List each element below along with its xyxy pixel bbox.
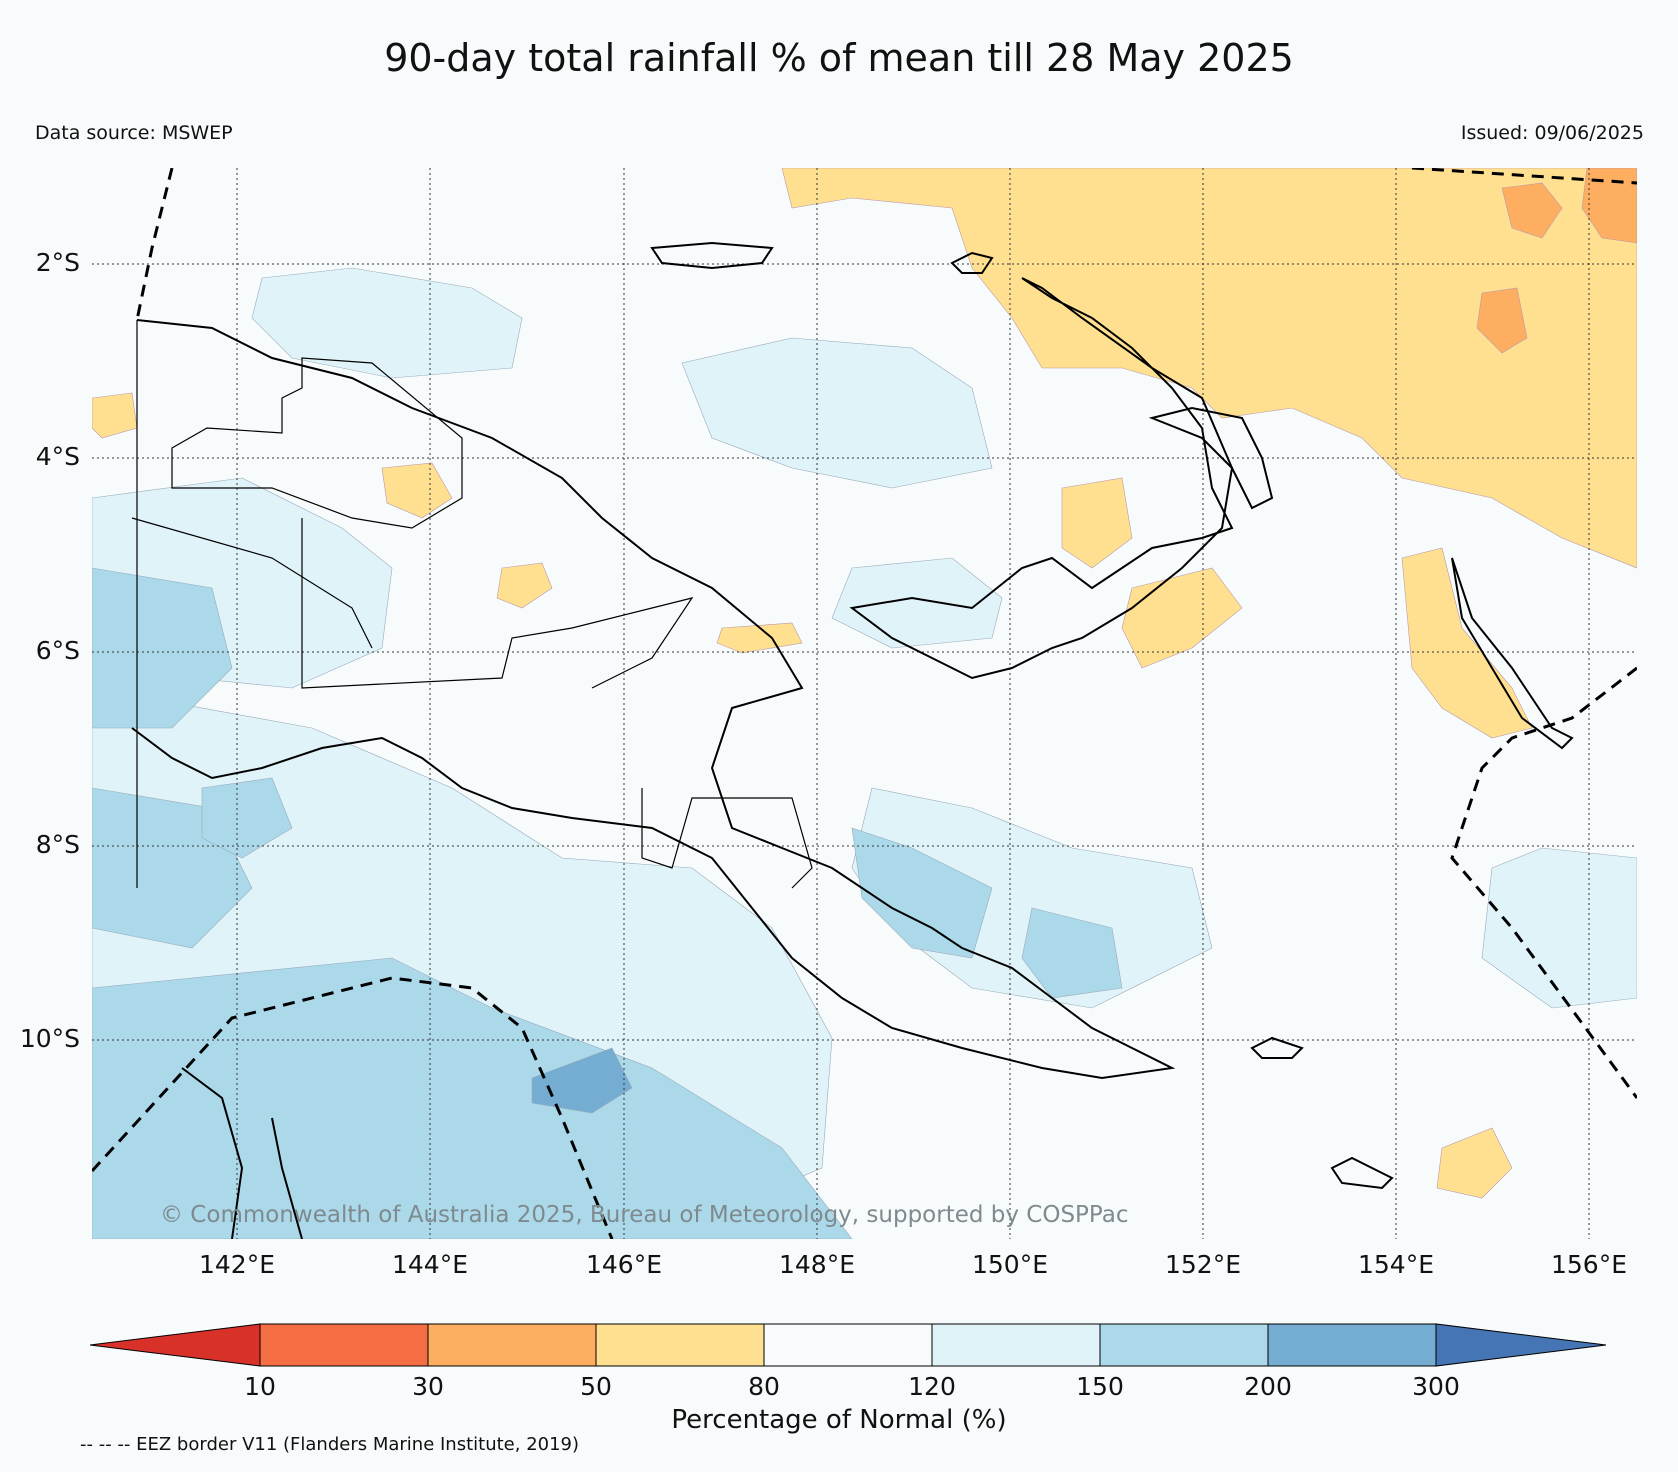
lat-label-2s: 2°S [35,248,80,277]
colorbar-tick-30: 30 [412,1372,444,1401]
lat-label-4s: 4°S [35,442,80,471]
lon-label-146e: 146°E [585,1250,662,1279]
colorbar-tick-120: 120 [908,1372,956,1401]
lon-label-144e: 144°E [391,1250,468,1279]
rainfall-map [92,168,1637,1239]
issued-date: Issued: 09/06/2025 [1460,122,1644,144]
colorbar-segment-above-300 [1435,1323,1607,1367]
colorbar-title: Percentage of Normal (%) [671,1405,1007,1435]
colorbar-segment-30-50 [427,1323,597,1367]
lat-label-10s: 10°S [19,1024,80,1053]
eez-borders [92,168,1637,1239]
colorbar-segment-10-30 [259,1323,429,1367]
colorbar-segment-150-200 [1099,1323,1269,1367]
lon-label-152e: 152°E [1164,1250,1241,1279]
province-borders [131,320,813,889]
eez-legend-note: -- -- -- EEZ border V11 (Flanders Marine… [80,1434,580,1455]
coastlines [131,241,1574,1239]
colorbar-segment-50-80 [595,1323,765,1367]
lon-label-154e: 154°E [1357,1250,1434,1279]
lat-label-8s: 8°S [35,830,80,859]
lon-label-142e: 142°E [198,1250,275,1279]
lon-label-148e: 148°E [778,1250,855,1279]
lon-label-150e: 150°E [971,1250,1048,1279]
colorbar-segment-80-120 [763,1323,933,1367]
lon-label-156e: 156°E [1550,1250,1627,1279]
graticule [92,168,1637,1239]
dry-region-layer [92,168,1637,1199]
map-title: 90-day total rainfall % of mean till 28 … [384,36,1294,80]
copyright-notice: © Commonwealth of Australia 2025, Bureau… [160,1202,1129,1228]
colorbar-segment-200-300 [1267,1323,1437,1367]
colorbar-segment-below-10 [90,1323,261,1367]
lat-label-6s: 6°S [35,636,80,665]
colorbar-segment-120-150 [931,1323,1101,1367]
colorbar-tick-200: 200 [1244,1372,1292,1401]
colorbar-tick-10: 10 [244,1372,276,1401]
colorbar-tick-300: 300 [1412,1372,1460,1401]
data-source: Data source: MSWEP [35,122,233,144]
colorbar-tick-80: 80 [748,1372,780,1401]
colorbar-tick-50: 50 [580,1372,612,1401]
colorbar [90,1323,1607,1367]
colorbar-tick-150: 150 [1076,1372,1124,1401]
